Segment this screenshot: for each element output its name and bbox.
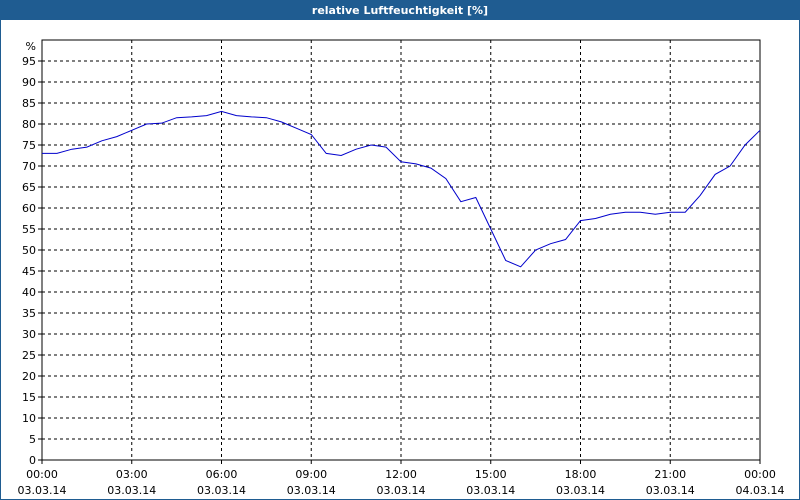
x-tick-label-line: 03.03.14 xyxy=(287,484,336,497)
y-tick-label: 0 xyxy=(29,454,36,467)
y-tick-label: 40 xyxy=(22,286,36,299)
y-tick-label: 15 xyxy=(22,391,36,404)
x-tick-label: 15:00 03.03.14 xyxy=(466,468,515,497)
x-tick-label: 12:00 03.03.14 xyxy=(377,468,426,497)
y-tick-label: 20 xyxy=(22,370,36,383)
y-tick-label: 5 xyxy=(29,433,36,446)
x-tick-label-line: 03.03.14 xyxy=(556,484,605,497)
y-tick-label: 30 xyxy=(22,328,36,341)
y-tick-label: 95 xyxy=(22,55,36,68)
plot-border xyxy=(41,39,761,461)
y-tick-label: 55 xyxy=(22,223,36,236)
y-tick-label: 60 xyxy=(22,202,36,215)
x-tick-label-line: 15:00 xyxy=(475,468,507,481)
x-tick-label-line: 03.03.14 xyxy=(18,484,67,497)
x-tick-label: 06:00 03.03.14 xyxy=(197,468,246,497)
chart-title: relative Luftfeuchtigkeit [%] xyxy=(312,4,488,17)
x-tick-label-line: 03.03.14 xyxy=(377,484,426,497)
x-tick-label: 18:00 03.03.14 xyxy=(556,468,605,497)
y-tick-label: 80 xyxy=(22,118,36,131)
x-tick-label-line: 18:00 xyxy=(565,468,597,481)
y-tick-label: 50 xyxy=(22,244,36,257)
x-tick-label-line: 04.03.14 xyxy=(736,484,785,497)
x-tick-label: 21:00 03.03.14 xyxy=(646,468,695,497)
x-tick-label-line: 03:00 xyxy=(116,468,148,481)
x-tick-label-line: 00:00 xyxy=(744,468,776,481)
x-tick-label: 00:00 03.03.14 xyxy=(18,468,67,497)
x-tick-label-line: 03.03.14 xyxy=(466,484,515,497)
y-tick-label: 10 xyxy=(22,412,36,425)
line-series xyxy=(42,110,761,268)
y-tick-label: 65 xyxy=(22,181,36,194)
y-tick-label: 90 xyxy=(22,76,36,89)
y-tick-label: 45 xyxy=(22,265,36,278)
x-tick-label-line: 06:00 xyxy=(206,468,238,481)
y-tick-label: 85 xyxy=(22,97,36,110)
y-axis-label: % xyxy=(26,40,36,53)
x-tick-label-line: 00:00 xyxy=(26,468,58,481)
x-tick-label-line: 21:00 xyxy=(654,468,686,481)
x-tick-label: 00:00 04.03.14 xyxy=(736,468,785,497)
x-tick-label-line: 12:00 xyxy=(385,468,417,481)
y-tick-label: 25 xyxy=(22,349,36,362)
x-tick-label: 03:00 03.03.14 xyxy=(107,468,156,497)
x-tick-label-line: 03.03.14 xyxy=(197,484,246,497)
x-tick-label: 09:00 03.03.14 xyxy=(287,468,336,497)
y-tick-label: 35 xyxy=(22,307,36,320)
y-tick-label: 75 xyxy=(22,139,36,152)
title-bar xyxy=(0,0,800,20)
x-tick-label-line: 03.03.14 xyxy=(107,484,156,497)
x-tick-label-line: 09:00 xyxy=(295,468,327,481)
x-tick-label-line: 03.03.14 xyxy=(646,484,695,497)
y-tick-label: 70 xyxy=(22,160,36,173)
